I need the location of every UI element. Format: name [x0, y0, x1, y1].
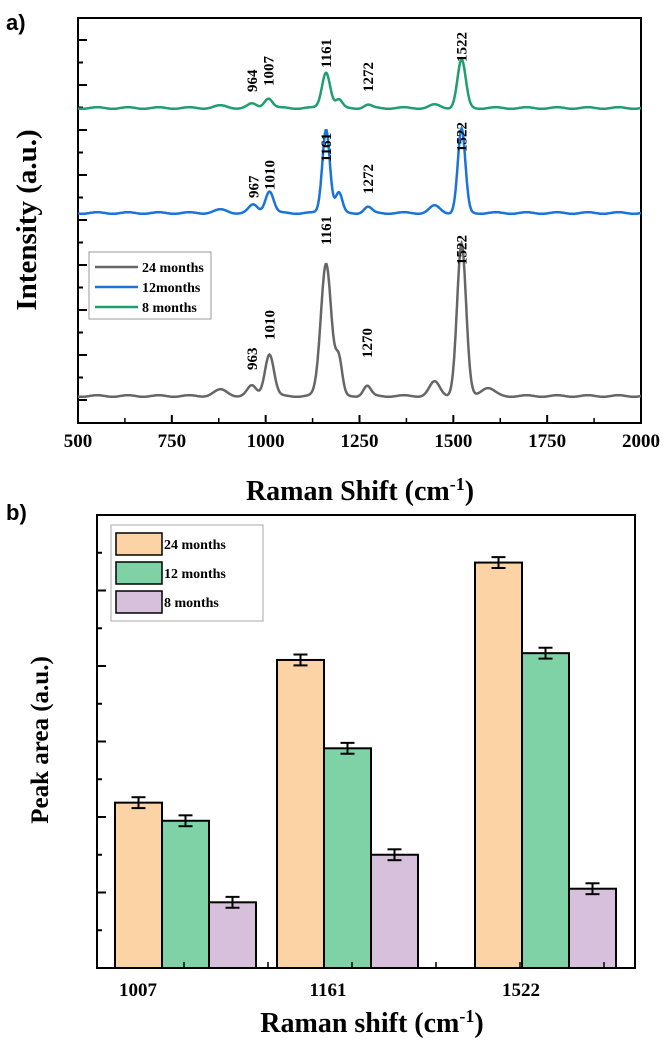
legend-swatch-b: [115, 561, 163, 585]
bar: [568, 887, 617, 969]
peak-label: 1272: [361, 62, 377, 92]
x-ticks-a: 500 750 1000 1250 1500 1750 2000: [64, 415, 660, 452]
peak-label: 963: [245, 348, 261, 371]
legend-label-b: 12 months: [164, 567, 226, 582]
bars: [114, 556, 617, 970]
x-ticks-b: 1007 1161 1522: [119, 962, 605, 1001]
peak-label: 964: [245, 69, 261, 92]
peak-label: 1007: [261, 56, 277, 87]
peak-label: 1161: [319, 133, 335, 162]
y-axis-title-a: Intensity (a.u.): [11, 129, 43, 310]
plot-frame-a: [77, 17, 642, 424]
x-tick-label-b: 1161: [310, 980, 347, 1001]
bar: [370, 853, 419, 969]
bar: [208, 901, 257, 969]
bar: [161, 819, 210, 970]
x-tick-label-b: 1007: [119, 980, 158, 1001]
panel-a-label: a): [6, 10, 26, 35]
peak-label: 1161: [319, 216, 335, 245]
x-axis-title-b: Raman shift (cm-1): [260, 1006, 483, 1039]
legend-swatch-b: [115, 590, 163, 614]
x-tick-label-a: 750: [158, 431, 187, 452]
bar: [323, 747, 372, 969]
peak-area-chart: 1007 1161 1522 Peak area (a.u.) Raman shif…: [27, 514, 636, 1039]
peak-label: 1522: [455, 32, 471, 62]
legend-swatch-b: [115, 532, 163, 556]
spectrum-line-8-months: [78, 57, 642, 111]
y-ticks-a: [78, 39, 87, 401]
bar: [114, 801, 163, 970]
y-ticks-b: [97, 514, 106, 969]
panel-b-label: b): [6, 500, 27, 525]
x-tick-label-a: 500: [64, 431, 93, 452]
legend-label-a: 8 months: [142, 301, 197, 316]
peak-label: 1522: [455, 235, 471, 265]
bar: [276, 658, 325, 970]
y-axis-title-b: Peak area (a.u.): [27, 656, 54, 824]
spectrum-line-12-months: [78, 125, 642, 216]
legend-label-b: 8 months: [164, 596, 219, 611]
x-tick-label-a: 1500: [434, 431, 472, 452]
x-tick-label-a: 1250: [341, 431, 379, 452]
legend-label-b: 24 months: [164, 538, 226, 553]
raman-spectra-chart: 500 750 1000 1250 1500 1750 2000 9631010116112…: [11, 17, 660, 507]
spectra-lines: [78, 57, 642, 399]
peak-label: 967: [246, 175, 262, 198]
legend-b: 24 months 12 months 8 months: [110, 524, 264, 622]
peak-label: 1161: [319, 39, 335, 68]
peak-label: 1272: [361, 164, 377, 194]
legend-label-a: 12months: [142, 281, 201, 296]
peak-label: 1010: [262, 310, 278, 340]
bar: [474, 561, 523, 969]
x-tick-label-a: 2000: [622, 431, 660, 452]
spectrum-line-24-months: [78, 239, 642, 399]
peak-label: 1270: [360, 328, 376, 358]
x-tick-label-b: 1522: [502, 980, 540, 1001]
bar: [521, 652, 570, 969]
legend-label-a: 24 months: [142, 261, 204, 276]
x-tick-label-a: 1750: [528, 431, 566, 452]
x-axis-title-a: Raman Shift (cm-1): [246, 474, 474, 507]
x-tick-label-a: 1000: [247, 431, 285, 452]
peak-label: 1010: [262, 160, 278, 190]
legend-a: 24 months 12months 8 months: [88, 251, 212, 320]
peak-label: 1522: [455, 122, 471, 152]
